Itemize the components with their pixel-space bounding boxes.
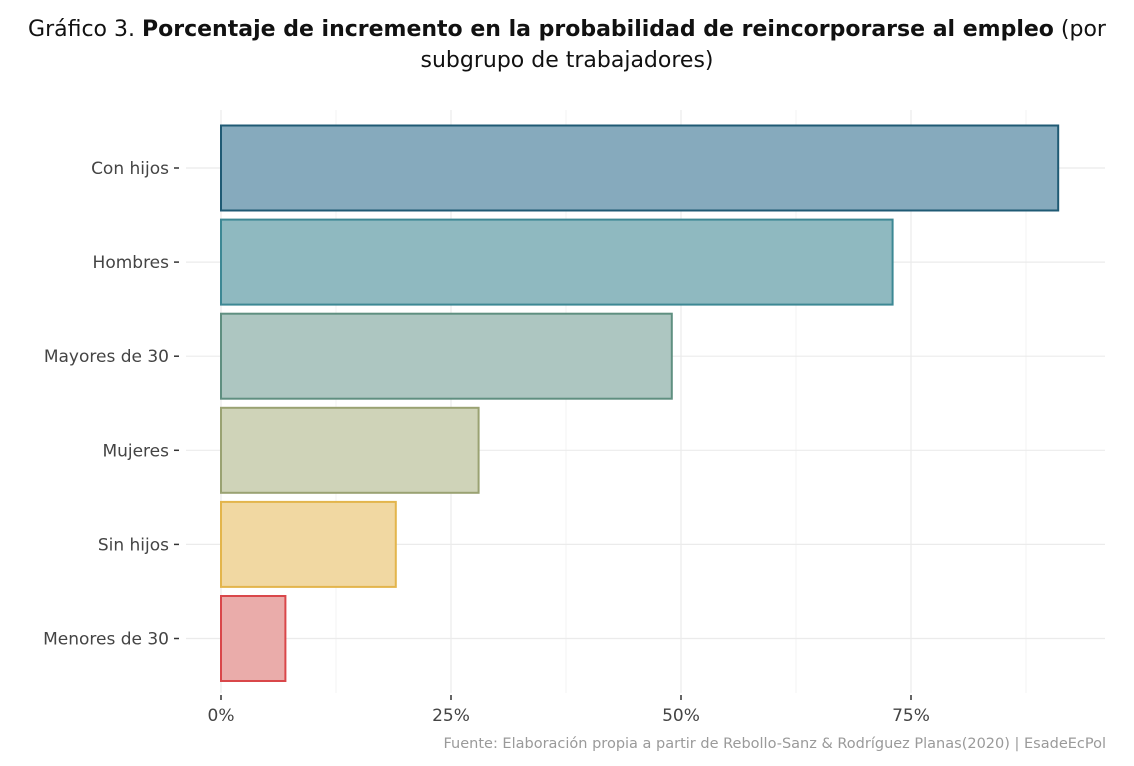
y-tick-label: Con hijos <box>91 159 169 179</box>
x-tick-label: 25% <box>432 706 470 726</box>
y-tick-label: Hombres <box>93 253 170 273</box>
bar-con-hijos <box>220 124 1060 212</box>
bar-menores-de-30 <box>220 595 287 682</box>
source-note: Fuente: Elaboración propia a partir de R… <box>443 736 1106 752</box>
bar-sin-hijos <box>220 500 397 588</box>
bar-mayores-de-30 <box>220 312 673 400</box>
bar-hombres <box>220 218 894 306</box>
chart-title: Gráfico 3. Porcentaje de incremento en l… <box>0 14 1134 76</box>
y-tick-label: Mujeres <box>102 441 169 461</box>
x-tick-label: 0% <box>208 706 235 726</box>
x-tick-label: 75% <box>892 706 930 726</box>
y-tick-label: Mayores de 30 <box>44 347 169 367</box>
x-tick-label: 50% <box>662 706 700 726</box>
y-tick-label: Menores de 30 <box>43 630 169 650</box>
chart-title-prefix: Gráfico 3. <box>28 17 135 42</box>
chart-title-suffix: (por <box>1060 17 1106 42</box>
chart-title-main: Porcentaje de incremento en la probabili… <box>142 17 1054 42</box>
y-tick-label: Sin hijos <box>98 535 169 555</box>
bar-mujeres <box>220 406 480 494</box>
chart-title-line1: Gráfico 3. Porcentaje de incremento en l… <box>0 14 1134 45</box>
chart-title-line2: subgrupo de trabajadores) <box>420 48 714 73</box>
